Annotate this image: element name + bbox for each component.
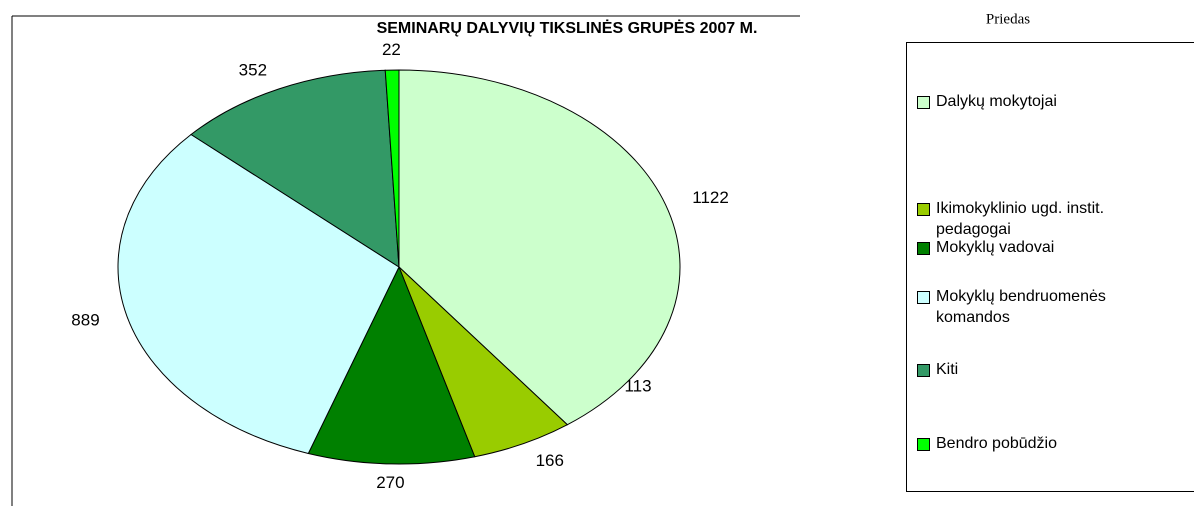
legend-swatch <box>917 96 930 109</box>
data-label: 166 <box>536 451 564 470</box>
legend-swatch <box>917 438 930 451</box>
pie-slice <box>307 265 476 465</box>
pie-slice <box>398 69 681 426</box>
legend-swatch <box>917 291 930 304</box>
pie-slice <box>190 69 400 268</box>
legend-item: Bendro pobūdžio <box>917 433 1185 454</box>
legend-label: Ikimokyklinio ugd. instit. pedagogai <box>936 200 1105 238</box>
data-label: 889 <box>71 311 99 330</box>
legend-label: Bendro pobūdžio <box>936 435 1057 452</box>
annotation: 113 <box>624 376 651 395</box>
legend-item: Ikimokyklinio ugd. instit. pedagogai <box>917 198 1185 240</box>
legend: Dalykų mokytojai Ikimokyklinio ugd. insti… <box>906 42 1194 492</box>
data-label: 22 <box>382 40 401 59</box>
pie-slice <box>384 69 400 268</box>
legend-label: Kiti <box>936 361 959 378</box>
pie-slice <box>117 133 400 455</box>
legend-label: Mokyklų bendruomenės komandos <box>936 288 1106 326</box>
legend-item: Dalykų mokytojai <box>917 91 1185 112</box>
legend-label: Mokyklų vadovai <box>936 239 1055 256</box>
legend-swatch <box>917 203 930 216</box>
data-label: 1122 <box>692 188 729 207</box>
note: Priedas <box>986 11 1030 27</box>
data-label: 352 <box>239 61 267 80</box>
chart-title: SEMINARŲ DALYVIŲ TIKSLINĖS GRUPĖS 2007 M… <box>377 19 758 37</box>
frame-gap <box>800 0 1194 40</box>
legend-item: Mokyklų vadovai <box>917 237 1185 258</box>
legend-swatch <box>917 364 930 377</box>
legend-swatch <box>917 242 930 255</box>
legend-item: Kiti <box>917 359 1185 380</box>
legend-label: Dalykų mokytojai <box>936 93 1057 110</box>
legend-item: Mokyklų bendruomenės komandos <box>917 286 1185 328</box>
data-label: 270 <box>376 473 404 492</box>
